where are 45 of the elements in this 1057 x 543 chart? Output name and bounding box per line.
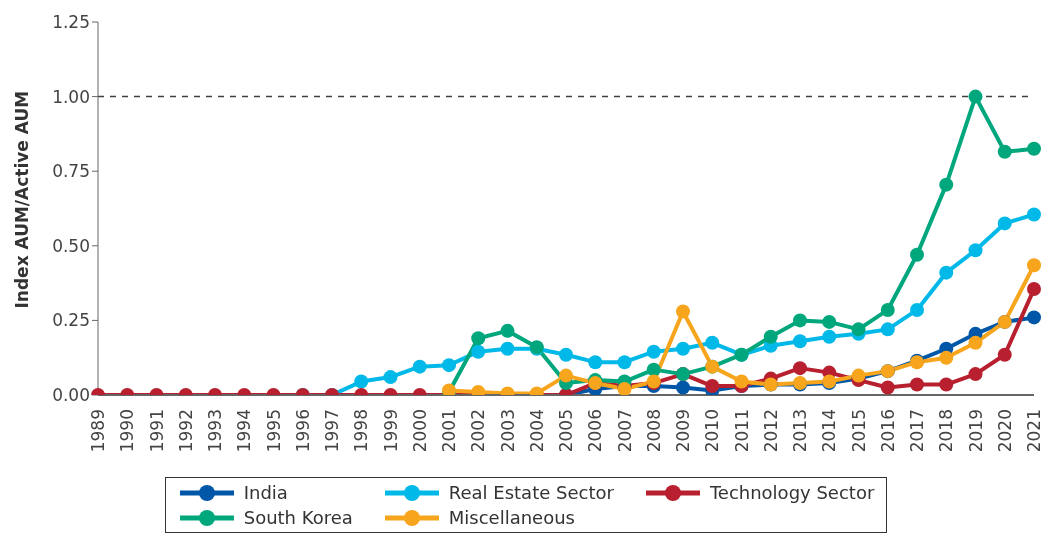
x-tick-label: 2008: [643, 409, 664, 453]
y-tick-label: 1.25: [52, 12, 90, 33]
y-tick-label: 0.00: [52, 385, 90, 406]
x-tick-label: 2019: [965, 409, 986, 453]
legend-label: India: [243, 482, 288, 503]
legend-label: South Korea: [243, 507, 353, 528]
x-tick-label: 1999: [380, 409, 401, 453]
y-tick-label: 0.75: [52, 161, 90, 182]
x-tick-label: 2015: [848, 409, 869, 453]
legend-label: Technology Sector: [709, 482, 875, 503]
x-tick-label: 2000: [409, 409, 430, 453]
y-tick-label: 0.50: [52, 235, 90, 256]
x-tick-label: 2007: [614, 409, 635, 453]
x-tick-label: 2005: [556, 409, 576, 453]
x-tick-label: 1990: [117, 409, 138, 453]
x-tick-label: 2014: [819, 409, 840, 453]
x-tick-label: 2004: [526, 409, 547, 453]
x-tick-label: 2018: [936, 409, 957, 453]
y-axis-title: Index AUM/Active AUM: [12, 90, 33, 309]
x-tick-label: 1996: [292, 409, 313, 453]
x-tick-label: 2002: [468, 409, 489, 453]
x-tick-label: 1995: [263, 409, 284, 453]
x-tick-label: 2017: [907, 409, 927, 453]
x-tick-label: 1998: [351, 409, 372, 453]
x-tick-label: 2012: [760, 409, 781, 453]
y-tick-label: 1.00: [52, 86, 90, 107]
x-tick-label: 2009: [673, 409, 693, 453]
x-tick-label: 2011: [731, 409, 752, 453]
x-tick-label: 2021: [1024, 409, 1044, 453]
x-tick-label: 1997: [322, 409, 342, 453]
x-tick-label: 2003: [497, 409, 518, 453]
x-tick-label: 2016: [877, 409, 898, 453]
x-tick-label: 1994: [234, 409, 255, 453]
x-tick-label: 2010: [702, 409, 723, 453]
x-tick-label: 1991: [146, 409, 167, 453]
x-tick-label: 2006: [585, 409, 606, 453]
x-tick-label: 2013: [790, 409, 810, 453]
x-tick-label: 1993: [205, 409, 225, 453]
x-tick-label: 1989: [88, 409, 108, 453]
y-tick-label: 0.25: [52, 310, 90, 331]
x-tick-label: 1992: [175, 409, 196, 453]
legend-label: Miscellaneous: [448, 507, 575, 528]
legend-label: Real Estate Sector: [448, 482, 614, 503]
x-tick-label: 2001: [439, 409, 459, 453]
x-tick-label: 2020: [994, 409, 1015, 453]
